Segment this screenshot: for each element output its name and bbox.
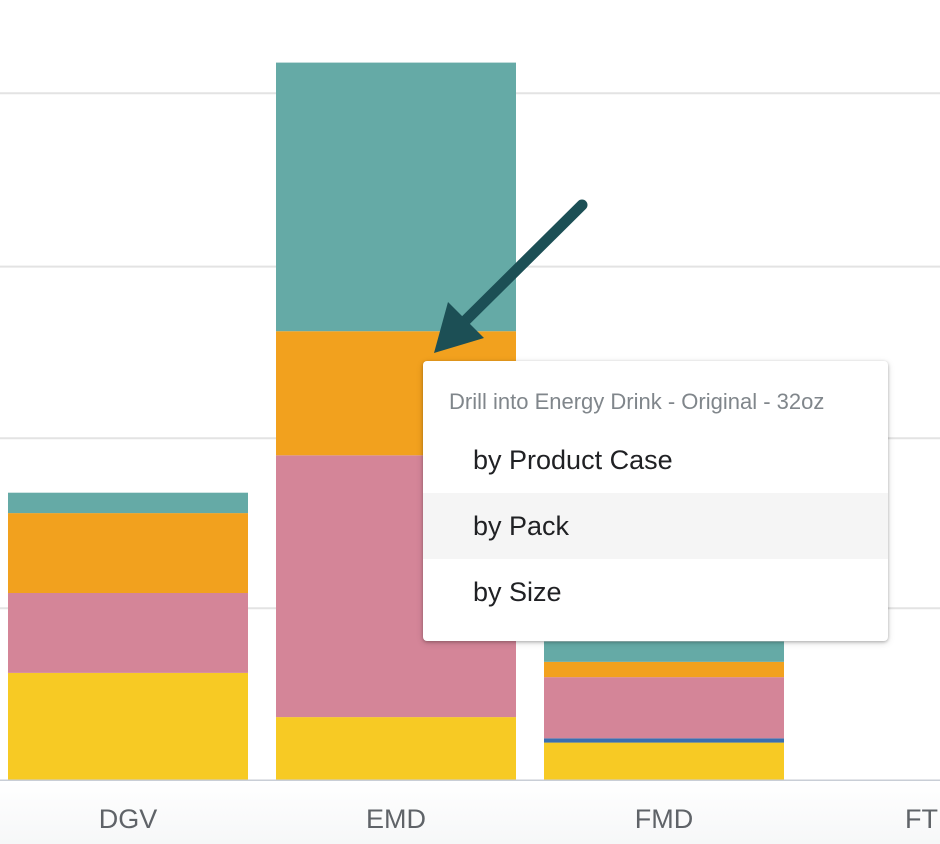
menu-header: Drill into Energy Drink - Original - 32o… — [449, 389, 825, 414]
bar-segment-fmd-0[interactable] — [544, 742, 784, 780]
drill-context-menu: Drill into Energy Drink - Original - 32o… — [423, 361, 888, 641]
menu-item-size[interactable]: by Size — [473, 577, 562, 607]
arrow-head — [434, 302, 484, 353]
bar-segment-dgv-0[interactable] — [8, 672, 248, 780]
bar-segment-fmd-1[interactable] — [544, 738, 784, 743]
bar-segment-dgv-2[interactable] — [8, 593, 248, 673]
bar-segment-dgv-3[interactable] — [8, 513, 248, 593]
bar-segment-dgv-4[interactable] — [8, 492, 248, 514]
arrow-icon — [434, 199, 588, 353]
arrow-shaft — [460, 199, 588, 326]
bar-segment-emd-4[interactable] — [276, 62, 516, 332]
bar-segment-emd-0[interactable] — [276, 717, 516, 780]
bars — [8, 62, 784, 780]
menu-item-product-case[interactable]: by Product Case — [473, 445, 673, 475]
bar-segment-fmd-3[interactable] — [544, 661, 784, 678]
bar-segment-fmd-4[interactable] — [544, 641, 784, 662]
menu-item-pack[interactable]: by Pack — [423, 493, 888, 559]
bar-segment-fmd-2[interactable] — [544, 677, 784, 739]
